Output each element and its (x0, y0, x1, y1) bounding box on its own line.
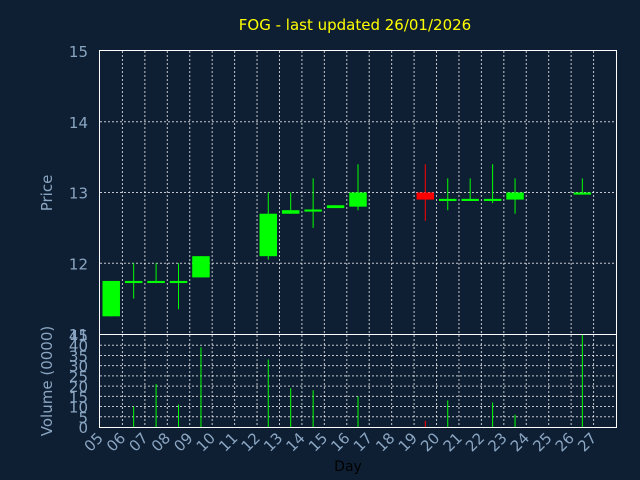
volume-y-tick-label: 0 (78, 419, 88, 437)
candle-body (192, 256, 210, 278)
candle-body (259, 213, 278, 257)
volume-y-tick-label: 5 (78, 409, 88, 427)
price-y-tick-label: 13 (69, 185, 88, 203)
candlestick-series (102, 164, 592, 317)
candle-body (147, 280, 165, 284)
price-grid (100, 51, 616, 334)
candle-body (416, 192, 435, 200)
candle-body (102, 280, 120, 317)
volume-y-tick-label: 30 (69, 358, 88, 376)
candle-body (438, 198, 457, 201)
volume-y-tick-label: 10 (69, 399, 88, 417)
volume-plot-frame (99, 334, 617, 428)
day-x-tick-label: 27 (574, 429, 600, 455)
candle-body (169, 280, 188, 284)
price-y-tick-label: 11 (69, 326, 88, 344)
candle-body (281, 210, 300, 214)
volume-y-tick-label: 15 (69, 388, 88, 406)
volume-series (133, 335, 583, 427)
candle-body (483, 198, 502, 201)
day-x-ticks: 0506070809101112131415161718192021222324… (81, 429, 601, 455)
volume-y-tick-label: 25 (69, 368, 88, 386)
price-y-tick-label: 14 (69, 114, 88, 132)
price-y-ticks: 11 12 13 14 15 (69, 43, 88, 344)
volume-axis-label: Volume (0000) (38, 326, 56, 436)
candle-body (124, 280, 143, 284)
price-y-tick-label: 12 (69, 255, 88, 273)
price-y-tick-label: 15 (69, 43, 88, 61)
volume-y-tick-label: 40 (69, 337, 88, 355)
candle-body (304, 209, 322, 212)
candle-body (349, 192, 367, 207)
candle-body (506, 192, 524, 200)
volume-y-tick-label: 45 (69, 327, 88, 345)
chart-title: FOG - last updated 26/01/2026 (239, 16, 471, 34)
day-axis-label: Day (334, 459, 362, 475)
candle-body (461, 198, 479, 201)
candle-body (326, 205, 345, 209)
price-axis-label: Price (38, 175, 56, 212)
candle-body (573, 192, 592, 195)
volume-y-tick-label: 20 (69, 378, 88, 396)
volume-y-tick-label: 35 (69, 347, 88, 365)
